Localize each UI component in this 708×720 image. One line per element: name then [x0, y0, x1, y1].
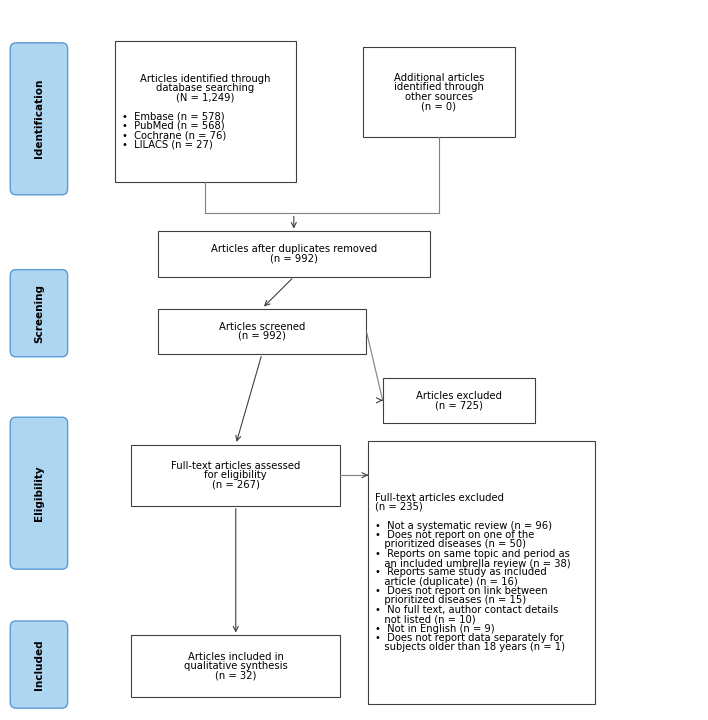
Text: •  Not in English (n = 9): • Not in English (n = 9)	[375, 624, 495, 634]
Text: article (duplicate) (n = 16): article (duplicate) (n = 16)	[375, 577, 518, 587]
Text: (n = 992): (n = 992)	[238, 331, 286, 341]
Text: Full-text articles assessed: Full-text articles assessed	[171, 461, 300, 471]
Bar	[132, 636, 341, 697]
Text: •  LILACS (n = 27): • LILACS (n = 27)	[122, 140, 213, 149]
Text: •  Does not report on link between: • Does not report on link between	[375, 586, 548, 596]
Text: Additional articles: Additional articles	[394, 73, 484, 83]
FancyBboxPatch shape	[10, 43, 68, 195]
Text: subjects older than 18 years (n = 1): subjects older than 18 years (n = 1)	[375, 642, 565, 652]
Text: (n = 992): (n = 992)	[270, 254, 318, 264]
Text: (n = 235): (n = 235)	[375, 502, 423, 512]
Bar	[157, 231, 430, 276]
Text: (n = 32): (n = 32)	[215, 670, 256, 680]
Text: •  Does not report on one of the: • Does not report on one of the	[375, 530, 535, 540]
Bar	[368, 441, 595, 704]
Text: identified through: identified through	[394, 83, 484, 92]
Text: Articles excluded: Articles excluded	[416, 391, 502, 400]
Text: •  Does not report data separately for: • Does not report data separately for	[375, 633, 564, 643]
Text: (N = 1,249): (N = 1,249)	[176, 93, 234, 102]
Text: for eligibility: for eligibility	[205, 470, 267, 480]
Bar	[157, 308, 367, 354]
Text: (n = 0): (n = 0)	[421, 102, 457, 111]
Text: Articles identified through: Articles identified through	[140, 74, 270, 84]
Text: •  Reports same study as included: • Reports same study as included	[375, 567, 547, 577]
Bar	[115, 42, 296, 182]
Text: other sources: other sources	[405, 92, 473, 102]
FancyBboxPatch shape	[10, 418, 68, 569]
Text: •  Cochrane (n = 76): • Cochrane (n = 76)	[122, 130, 227, 140]
Bar	[382, 377, 535, 423]
Bar	[132, 444, 341, 505]
Text: •  Reports on same topic and period as: • Reports on same topic and period as	[375, 549, 570, 559]
FancyBboxPatch shape	[10, 270, 68, 357]
Text: database searching: database searching	[156, 84, 254, 93]
FancyBboxPatch shape	[10, 621, 68, 708]
Text: qualitative synthesis: qualitative synthesis	[184, 661, 287, 671]
Text: •  Not a systematic review (n = 96): • Not a systematic review (n = 96)	[375, 521, 552, 531]
Text: •  No full text, author contact details: • No full text, author contact details	[375, 605, 559, 615]
Text: •  PubMed (n = 568): • PubMed (n = 568)	[122, 121, 224, 130]
Text: (n = 267): (n = 267)	[212, 480, 260, 490]
Text: (n = 725): (n = 725)	[435, 400, 483, 410]
Text: Full-text articles excluded: Full-text articles excluded	[375, 492, 504, 503]
Text: Articles after duplicates removed: Articles after duplicates removed	[211, 245, 377, 254]
Bar	[362, 47, 515, 137]
Text: an included umbrella review (n = 38): an included umbrella review (n = 38)	[375, 558, 571, 568]
Text: Eligibility: Eligibility	[34, 465, 44, 521]
Text: Included: Included	[34, 639, 44, 690]
Text: not listed (n = 10): not listed (n = 10)	[375, 614, 476, 624]
Text: •  Embase (n = 578): • Embase (n = 578)	[122, 112, 224, 121]
Text: Articles included in: Articles included in	[188, 652, 284, 662]
Text: Identification: Identification	[34, 79, 44, 158]
Text: prioritized diseases (n = 15): prioritized diseases (n = 15)	[375, 595, 526, 606]
Text: prioritized diseases (n = 50): prioritized diseases (n = 50)	[375, 539, 526, 549]
Text: Screening: Screening	[34, 284, 44, 343]
Text: Articles screened: Articles screened	[219, 322, 305, 331]
